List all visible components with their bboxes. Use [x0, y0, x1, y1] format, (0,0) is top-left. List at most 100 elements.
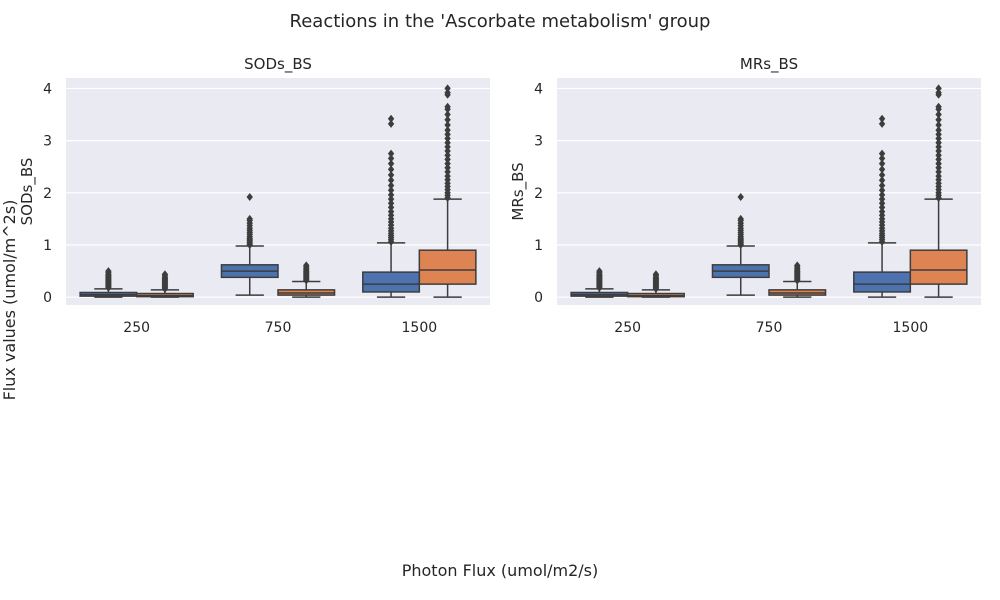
outlier-point — [387, 176, 395, 185]
x-tick-label: 250 — [614, 320, 641, 336]
y-tick-label: 3 — [43, 134, 52, 150]
outlier-point — [935, 172, 942, 181]
outlier-point — [105, 267, 112, 276]
x-tick-label: 750 — [265, 320, 292, 336]
outlier-point — [935, 126, 942, 135]
figure-x-label: Photon Flux (umol/m2/s) — [402, 561, 599, 580]
outlier-point — [246, 192, 253, 201]
y-tick-label: 0 — [534, 290, 543, 306]
outlier-point — [935, 159, 942, 168]
outlier-point — [161, 270, 169, 279]
outlier-point — [387, 119, 395, 128]
subplot-title: MRs_BS — [740, 55, 798, 74]
box — [418, 249, 477, 285]
outlier-point — [444, 84, 451, 93]
outlier-point — [878, 154, 886, 163]
outlier-point — [387, 149, 395, 158]
outlier-point — [444, 102, 451, 111]
box — [909, 249, 968, 285]
outlier-point — [444, 130, 451, 139]
outlier-point — [935, 163, 942, 172]
outlier-point — [878, 186, 886, 195]
outlier-point — [935, 147, 942, 156]
outlier-point — [246, 214, 253, 223]
outlier-point — [878, 165, 886, 174]
outlier-point — [935, 134, 942, 143]
outlier-point — [387, 203, 395, 212]
outlier-point — [444, 120, 451, 129]
outlier-point — [878, 176, 886, 185]
outlier-point — [444, 159, 451, 168]
subplot-title: SODs_BS — [244, 55, 312, 74]
x-tick-label: 250 — [123, 320, 150, 336]
outlier-point — [444, 115, 451, 124]
outlier-point — [444, 88, 451, 97]
outlier-point — [935, 110, 942, 119]
outlier-point — [935, 120, 942, 129]
outlier-point — [878, 190, 886, 199]
figure-title: Reactions in the 'Ascorbate metabolism' … — [290, 11, 711, 32]
y-axis-label: SODs_BS — [18, 158, 37, 226]
subplot-mrs-bs: 0 1 2 3 4 250 750 1500 MRs_BS MRs_BS — [509, 55, 981, 336]
box — [853, 271, 912, 293]
outlier-point — [935, 167, 942, 176]
outlier-point — [444, 110, 451, 119]
subplot-sods-bs: 0 1 2 3 4 250 750 1500 SODs_BS SODs_BS — [18, 55, 490, 336]
outlier-point — [387, 207, 395, 216]
outlier-point — [387, 195, 395, 204]
outlier-point — [387, 181, 395, 190]
outlier-point — [303, 261, 310, 270]
y-tick-label: 3 — [534, 134, 543, 150]
outlier-point — [737, 192, 744, 201]
outlier-point — [387, 159, 395, 168]
outlier-point — [878, 159, 886, 168]
outlier-point — [444, 147, 451, 156]
outlier-point — [387, 165, 395, 174]
outlier-point — [652, 270, 660, 279]
y-tick-label: 4 — [534, 81, 543, 97]
outlier-point — [596, 267, 603, 276]
outlier-point — [935, 142, 942, 151]
x-tick-label: 750 — [756, 320, 783, 336]
y-tick-label: 0 — [43, 290, 52, 306]
outlier-point — [387, 186, 395, 195]
outlier-point — [935, 84, 942, 93]
outlier-point — [444, 134, 451, 143]
outlier-point — [878, 195, 886, 204]
outlier-point — [387, 154, 395, 163]
outlier-point — [878, 203, 886, 212]
outlier-point — [387, 114, 395, 123]
outlier-point — [878, 199, 886, 208]
outlier-point — [444, 142, 451, 151]
outlier-point — [935, 130, 942, 139]
outlier-point — [444, 151, 451, 160]
outlier-point — [444, 155, 451, 164]
outlier-point — [444, 138, 451, 147]
outlier-point — [878, 149, 886, 158]
x-tick-label: 1500 — [402, 320, 438, 336]
outlier-point — [878, 119, 886, 128]
y-axis-label: MRs_BS — [509, 162, 528, 220]
y-tick-label: 2 — [43, 186, 52, 202]
figure-y-label: Flux values (umol/m^2s) — [0, 200, 19, 401]
y-tick-label: 1 — [43, 238, 52, 254]
outlier-point — [935, 88, 942, 97]
box — [362, 271, 421, 293]
outlier-point — [794, 261, 801, 270]
y-tick-label: 4 — [43, 81, 52, 97]
outlier-point — [878, 207, 886, 216]
outlier-point — [387, 190, 395, 199]
outlier-point — [444, 126, 451, 135]
outlier-point — [935, 151, 942, 160]
outlier-point — [737, 214, 744, 223]
y-tick-label: 2 — [534, 186, 543, 202]
outlier-point — [444, 163, 451, 172]
outlier-point — [387, 171, 395, 180]
outlier-point — [935, 155, 942, 164]
outlier-point — [935, 115, 942, 124]
outlier-point — [878, 114, 886, 123]
outlier-point — [878, 171, 886, 180]
outlier-point — [444, 167, 451, 176]
outlier-point — [935, 102, 942, 111]
